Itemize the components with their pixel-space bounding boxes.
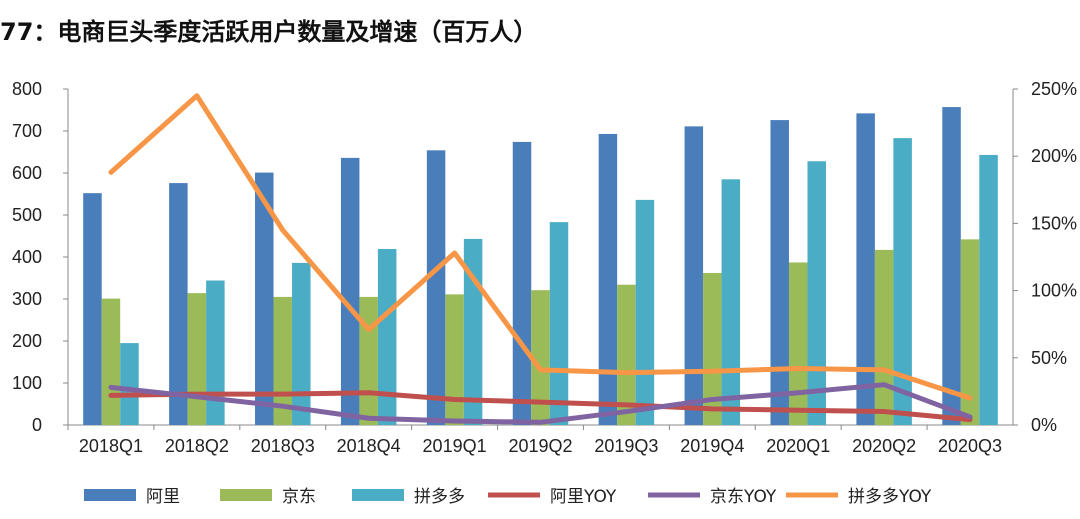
y-right-tick-label: 50%: [1031, 348, 1067, 368]
bar-jd: [445, 294, 464, 425]
x-tick-label: 2020Q3: [938, 436, 1002, 456]
bar-jd: [187, 293, 207, 425]
bar-jd: [788, 262, 808, 425]
line-alibaba-yoy: [108, 390, 973, 423]
bar-alibaba: [684, 126, 704, 425]
x-tick-label: 2019Q3: [594, 436, 658, 456]
legend-jd-label: 京东: [282, 487, 316, 507]
y-left-tick-label: 100: [12, 373, 42, 393]
bar-alibaba: [598, 133, 618, 425]
y-left-tick-label: 600: [12, 163, 42, 183]
bar-jd: [101, 298, 121, 425]
y-left-tick-label: 300: [12, 289, 42, 309]
legend-pinduoduo-label: 拼多多: [414, 487, 465, 507]
bar-pinduoduo: [807, 161, 826, 426]
legend-pinduoduo-yoy-label: 拼多多YOY: [848, 487, 932, 507]
legend-alibaba-yoy-label: 阿里YOY: [550, 487, 617, 507]
legend: 阿里 京东 拼多多 阿里YOY 京东YOY 拼多多YOY: [84, 487, 932, 507]
bar-alibaba: [169, 183, 188, 425]
bar-pinduoduo: [979, 154, 998, 425]
bar-alibaba: [340, 157, 360, 425]
bar-jd: [703, 272, 722, 425]
x-tick-label: 2020Q2: [852, 436, 916, 456]
y-left-tick-label: 500: [12, 205, 42, 225]
y-left-tick-label: 0: [32, 415, 42, 435]
x-tick-label: 2020Q1: [766, 436, 830, 456]
legend-jd-yoy-label: 京东YOY: [710, 487, 777, 507]
y-right-tick-label: 150%: [1031, 213, 1077, 233]
figure-title-text: 电商巨头季度活跃用户数量及增速（百万人）: [57, 18, 538, 46]
bar-pinduoduo: [120, 343, 139, 425]
figure-title-sep: ：: [33, 18, 58, 46]
y-left-tick-label: 700: [12, 121, 42, 141]
bar-pinduoduo: [721, 179, 741, 425]
line-jd-yoy: [108, 382, 973, 425]
x-tick-label: 2018Q2: [165, 436, 229, 456]
x-tick-label: 2018Q1: [79, 436, 143, 456]
figure-number: 77: [0, 18, 34, 46]
legend-jd-swatch: [220, 489, 272, 501]
bar-alibaba: [255, 172, 274, 425]
bar-pinduoduo: [292, 262, 311, 425]
bar-jd: [531, 290, 550, 425]
bar-pinduoduo: [635, 199, 655, 425]
bar-jd: [359, 296, 378, 425]
chart-title: 77：电商巨头季度活跃用户数量及增速（百万人）: [0, 14, 537, 50]
y-right-tick-label: 200%: [1031, 146, 1077, 166]
bar-pinduoduo: [377, 249, 397, 425]
y-left-tick-label: 800: [12, 79, 42, 99]
x-tick-label: 2019Q2: [508, 436, 572, 456]
bar-alibaba: [512, 141, 532, 426]
bar-pinduoduo: [549, 222, 569, 425]
bar-alibaba: [426, 150, 446, 425]
bar-alibaba: [856, 113, 875, 426]
x-tick-label: 2018Q3: [251, 436, 315, 456]
bar-jd: [617, 284, 636, 425]
legend-alibaba-label: 阿里: [146, 487, 180, 507]
plot-area: 0 100 200 300 400 500 600 700 800 0% 50% 100% 150% 20…: [12, 79, 1077, 456]
x-tick-label: 2018Q4: [337, 436, 401, 456]
bar-jd: [874, 249, 894, 425]
bar-jd: [960, 239, 980, 425]
y-left-tick-label: 400: [12, 247, 42, 267]
legend-alibaba-swatch: [84, 489, 136, 501]
bar-pinduoduo: [206, 280, 225, 425]
bar-alibaba: [942, 107, 961, 425]
bar-pinduoduo: [893, 138, 912, 425]
line-pinduoduo-yoy: [108, 93, 973, 401]
legend-pinduoduo-swatch: [352, 489, 404, 501]
y-left-tick-label: 200: [12, 331, 42, 351]
bar-alibaba: [83, 193, 102, 425]
y-right-tick-label: 0%: [1031, 415, 1057, 435]
x-tick-label: 2019Q4: [680, 436, 744, 456]
y-right-tick-label: 100%: [1031, 281, 1077, 301]
x-tick-label: 2019Q1: [423, 436, 487, 456]
bar-alibaba: [770, 120, 789, 425]
y-right-tick-label: 250%: [1031, 79, 1077, 99]
